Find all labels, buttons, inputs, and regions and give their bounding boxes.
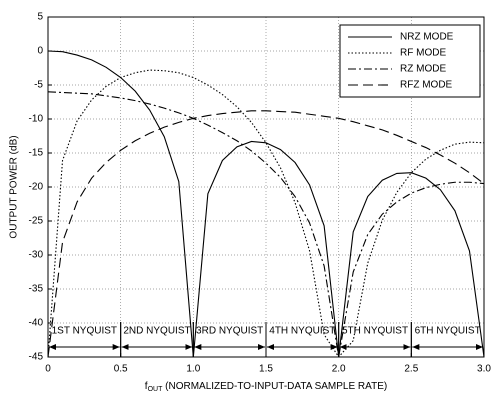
series-line: [48, 110, 484, 357]
zone-label: 6TH NYQUIST: [415, 326, 481, 337]
zone-label: 3RD NYQUIST: [196, 326, 263, 337]
series-line: [48, 69, 484, 357]
y-tick-label: 5: [37, 12, 43, 23]
legend-label: RFZ MODE: [400, 80, 453, 91]
x-axis-label: fOUT (NORMALIZED-TO-INPUT-DATA SAMPLE RA…: [145, 381, 387, 394]
x-tick-label: 3.0: [477, 364, 491, 375]
y-tick-label: 0: [37, 46, 43, 57]
zone-label: 2ND NYQUIST: [123, 326, 190, 337]
y-tick-label: -45: [29, 352, 44, 363]
y-tick-label: -35: [29, 284, 44, 295]
y-tick-label: -25: [29, 216, 44, 227]
x-tick-label: 2.5: [404, 364, 418, 375]
zone-label: 4TH NYQUIST: [269, 326, 335, 337]
y-tick-label: -30: [29, 250, 44, 261]
x-axis-label-part: f: [145, 381, 148, 392]
legend-label: RZ MODE: [400, 64, 446, 75]
x-tick-label: 0: [45, 364, 51, 375]
x-tick-label: 0.5: [114, 364, 128, 375]
x-tick-label: 1.5: [259, 364, 273, 375]
x-axis-label-sub: OUT: [148, 386, 164, 393]
y-axis-label: OUTPUT POWER (dB): [9, 135, 20, 238]
y-tick-label: -10: [29, 114, 44, 125]
zone-label: 5TH NYQUIST: [342, 326, 408, 337]
y-tick-label: -40: [29, 318, 44, 329]
y-tick-label: -15: [29, 148, 44, 159]
x-tick-label: 2.0: [332, 364, 346, 375]
x-axis-label-part: (NORMALIZED-TO-INPUT-DATA SAMPLE RATE): [162, 381, 387, 392]
y-tick-label: -5: [34, 80, 43, 91]
legend-label: RF MODE: [400, 48, 446, 59]
legend-label: NRZ MODE: [400, 32, 454, 43]
x-tick-label: 1.0: [186, 364, 200, 375]
zone-label: 1ST NYQUIST: [52, 326, 117, 337]
plot-lines: [48, 50, 484, 357]
y-tick-label: -20: [29, 182, 44, 193]
